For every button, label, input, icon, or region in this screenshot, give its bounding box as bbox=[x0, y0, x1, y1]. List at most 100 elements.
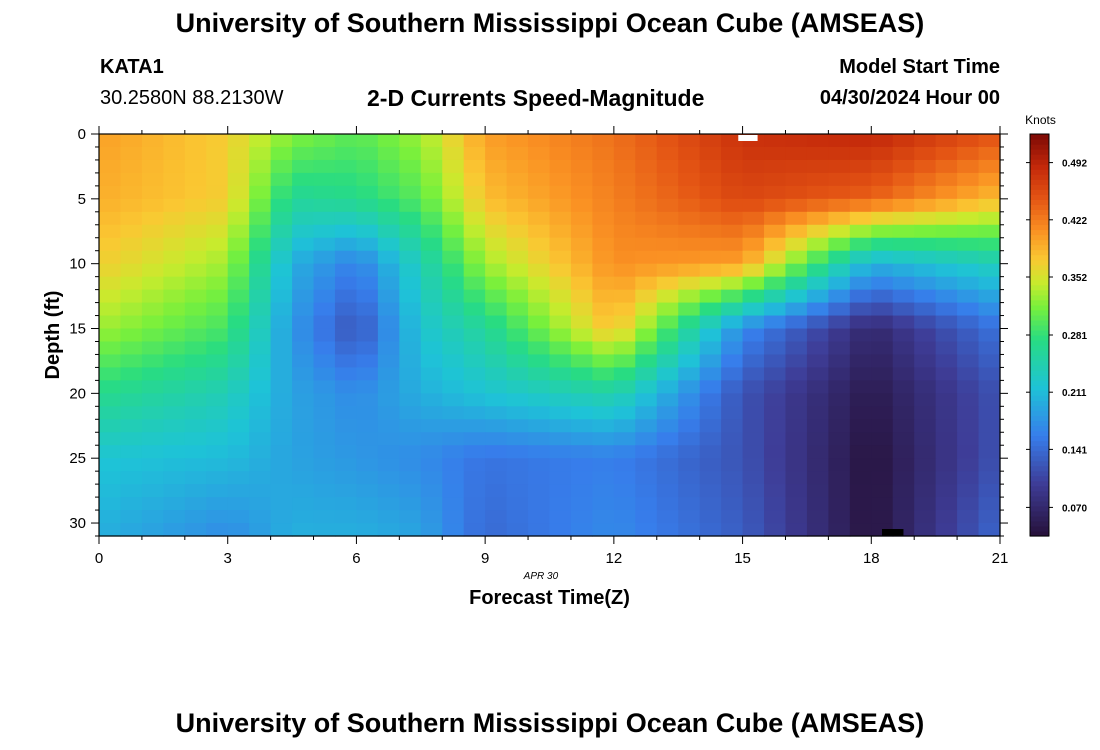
heatmap-cell bbox=[292, 432, 315, 446]
heatmap-cell bbox=[570, 471, 593, 485]
heatmap-cell bbox=[334, 146, 358, 161]
heatmap-cell bbox=[957, 341, 980, 356]
heatmap-cell bbox=[635, 263, 658, 278]
heatmap-cell bbox=[549, 263, 572, 278]
heatmap-cell bbox=[785, 510, 808, 524]
bottom-marker bbox=[882, 529, 904, 536]
heatmap-cell bbox=[742, 289, 765, 304]
colorbar-swatch bbox=[1030, 209, 1049, 215]
heatmap-cell bbox=[721, 185, 744, 200]
heatmap-cell bbox=[978, 289, 1001, 304]
heatmap-cell bbox=[420, 276, 443, 291]
heatmap-cell bbox=[957, 172, 980, 187]
heatmap-cell bbox=[377, 289, 400, 304]
heatmap-cell bbox=[935, 172, 958, 187]
heatmap-cell bbox=[334, 237, 358, 252]
colorbar-swatch bbox=[1030, 274, 1049, 281]
heatmap-cell bbox=[592, 523, 615, 537]
heatmap-cell bbox=[227, 276, 250, 291]
heatmap-cell bbox=[270, 471, 293, 485]
heatmap-cell bbox=[828, 393, 851, 407]
colorbar-swatch bbox=[1030, 345, 1049, 351]
y-tick-label: 10 bbox=[69, 256, 86, 273]
heatmap-cell bbox=[549, 134, 572, 148]
heatmap-cell bbox=[935, 146, 958, 161]
heatmap-cell bbox=[613, 471, 636, 485]
heatmap-cell bbox=[292, 497, 315, 511]
heatmap-cell bbox=[678, 510, 701, 524]
heatmap-cell bbox=[828, 328, 851, 343]
heatmap-cell bbox=[742, 237, 765, 252]
heatmap-cell bbox=[120, 510, 143, 524]
heatmap-cell bbox=[785, 302, 808, 317]
heatmap-cell bbox=[249, 315, 272, 330]
heatmap-cell bbox=[420, 185, 443, 200]
heatmap-cell bbox=[206, 289, 229, 304]
heatmap-cell bbox=[377, 406, 400, 420]
heatmap-cell bbox=[120, 263, 143, 278]
heatmap-cell bbox=[292, 159, 315, 174]
heatmap-cell bbox=[463, 159, 486, 174]
heatmap-cell bbox=[420, 367, 443, 381]
heatmap-cell bbox=[871, 276, 894, 291]
heatmap-cell bbox=[806, 458, 829, 472]
heatmap-cell bbox=[785, 497, 808, 511]
heatmap-cell bbox=[570, 458, 593, 472]
heatmap-cell bbox=[313, 315, 336, 330]
heatmap-cell bbox=[163, 380, 186, 394]
heatmap-cell bbox=[871, 237, 894, 252]
heatmap-cell bbox=[377, 380, 400, 394]
heatmap-cell bbox=[163, 263, 186, 278]
heatmap-cell bbox=[485, 250, 508, 265]
heatmap-cell bbox=[206, 263, 229, 278]
plot-frame bbox=[98, 133, 1001, 537]
heatmap-cell bbox=[227, 341, 250, 356]
heatmap-cell bbox=[227, 289, 250, 304]
heatmap-cell bbox=[935, 484, 958, 498]
heatmap-cell bbox=[463, 497, 486, 511]
heatmap-cell bbox=[506, 445, 529, 459]
heatmap-cell bbox=[785, 458, 808, 472]
colorbar-swatch bbox=[1030, 440, 1049, 447]
colorbar-swatch bbox=[1030, 355, 1049, 361]
heatmap-cell bbox=[764, 237, 787, 252]
heatmap-cell bbox=[249, 211, 272, 226]
heatmap-cell bbox=[528, 328, 551, 343]
heatmap-cell bbox=[141, 185, 164, 200]
heatmap-cell bbox=[292, 523, 315, 537]
heatmap-cell bbox=[206, 146, 229, 161]
heatmap-cell bbox=[828, 445, 851, 459]
heatmap-cell bbox=[549, 211, 572, 226]
heatmap-cell bbox=[549, 185, 572, 200]
heatmap-cell bbox=[871, 406, 894, 420]
heatmap-cell bbox=[206, 198, 229, 213]
heatmap-cell bbox=[871, 419, 894, 433]
heatmap-cell bbox=[613, 432, 636, 446]
heatmap-cell bbox=[828, 172, 851, 187]
heatmap-cell bbox=[914, 484, 937, 498]
heatmap-cell bbox=[227, 172, 250, 187]
colorbar-swatch bbox=[1030, 214, 1049, 221]
heatmap-cell bbox=[871, 185, 894, 200]
heatmap-cell bbox=[120, 393, 143, 407]
heatmap-cell bbox=[463, 419, 486, 433]
heatmap-cell bbox=[613, 134, 636, 148]
heatmap-cell bbox=[377, 471, 400, 485]
heatmap-cell bbox=[978, 211, 1001, 226]
heatmap-cell bbox=[227, 445, 250, 459]
heatmap-cell bbox=[742, 458, 765, 472]
heatmap-cell bbox=[828, 471, 851, 485]
heatmap-cell bbox=[463, 289, 486, 304]
heatmap-cell bbox=[635, 211, 658, 226]
heatmap-cell bbox=[592, 484, 615, 498]
heatmap-cell bbox=[249, 510, 272, 524]
heatmap-cell bbox=[935, 367, 958, 381]
heatmap-cell bbox=[163, 289, 186, 304]
heatmap-cell bbox=[206, 250, 229, 265]
heatmap-cell bbox=[420, 134, 443, 148]
colorbar-swatch bbox=[1030, 319, 1049, 326]
heatmap-cell bbox=[463, 458, 486, 472]
heatmap-cell bbox=[420, 302, 443, 317]
heatmap-cell bbox=[313, 484, 336, 498]
heatmap-cell bbox=[99, 224, 122, 239]
